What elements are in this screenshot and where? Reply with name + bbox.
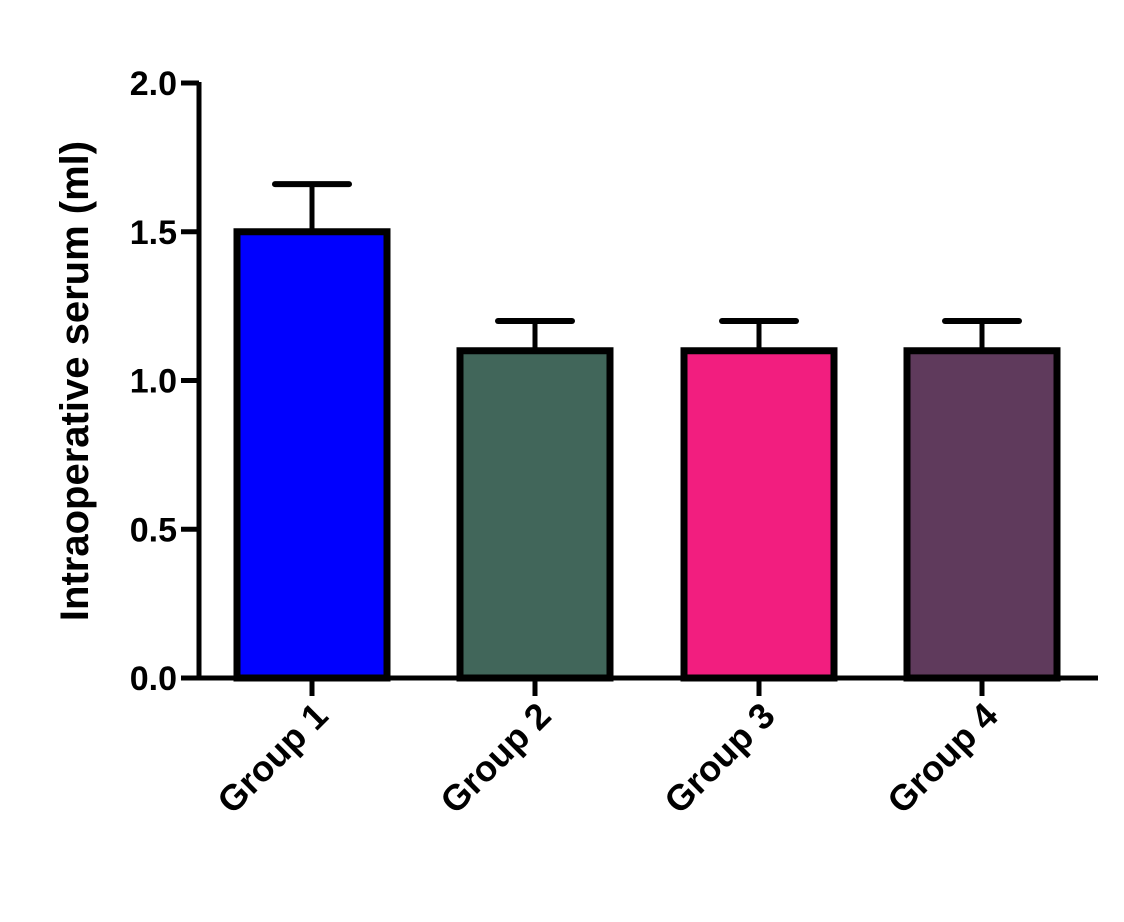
bars xyxy=(233,181,1061,682)
y-tick-label: 0.5 xyxy=(130,511,177,549)
y-tick-label: 2.0 xyxy=(130,65,177,103)
y-axis-title: Intraoperative serum (ml) xyxy=(53,141,97,621)
x-tick-label: Group 4 xyxy=(879,695,1006,822)
y-tick-label: 0.0 xyxy=(130,660,177,698)
y-tick-label: 1.5 xyxy=(130,214,177,252)
y-tick-label: 1.0 xyxy=(130,363,177,401)
x-axis-ticks: Group 1 Group 2 Group 3 Group 4 xyxy=(209,678,1006,821)
bar xyxy=(233,228,391,682)
x-tick-label: Group 1 xyxy=(209,695,336,822)
bar xyxy=(456,347,614,682)
bar xyxy=(680,347,838,682)
x-tick-label: Group 2 xyxy=(432,695,559,822)
bar xyxy=(903,347,1061,682)
x-tick-label: Group 3 xyxy=(656,695,783,822)
y-axis-ticks: 0.0 0.5 1.0 1.5 2.0 xyxy=(130,65,199,698)
